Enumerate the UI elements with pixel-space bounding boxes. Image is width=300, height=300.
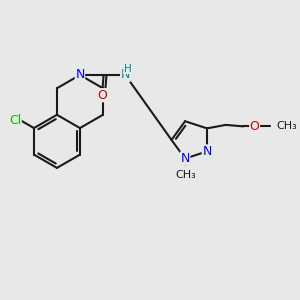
Text: H: H [124,64,131,74]
Text: N: N [202,145,212,158]
Text: N: N [121,68,130,82]
Text: CH₃: CH₃ [176,170,196,180]
Text: O: O [97,89,107,102]
Text: CH₃: CH₃ [277,121,298,131]
Text: Cl: Cl [9,114,21,127]
Text: N: N [180,152,190,165]
Text: N: N [75,68,85,82]
Text: O: O [250,120,260,133]
